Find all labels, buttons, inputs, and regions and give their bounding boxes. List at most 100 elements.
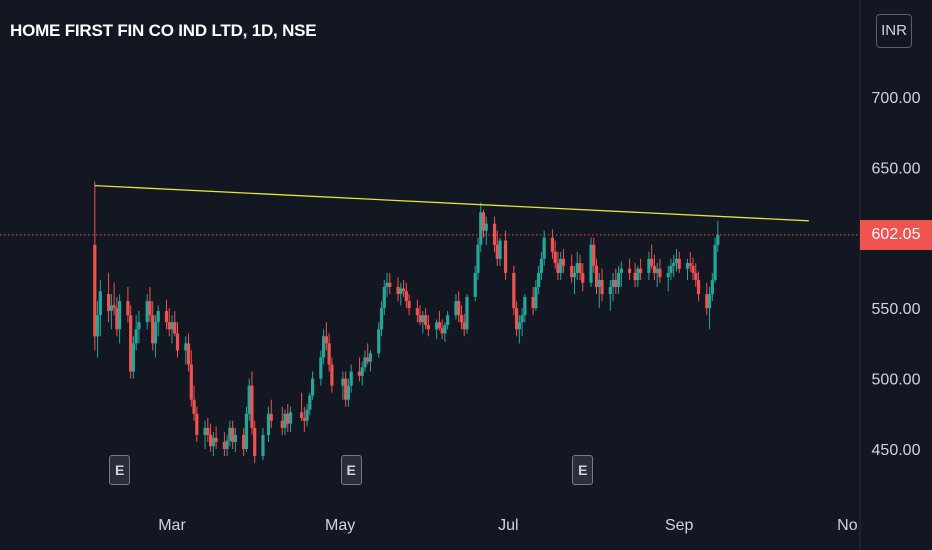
- candle: [222, 432, 226, 457]
- candle: [250, 371, 254, 435]
- earnings-marker[interactable]: E: [572, 455, 594, 485]
- candle: [208, 423, 213, 452]
- candle: [672, 254, 676, 278]
- candle: [589, 237, 593, 288]
- price-tick-label: 450.00: [872, 442, 921, 459]
- candle: [650, 244, 654, 269]
- candle: [95, 301, 100, 358]
- candle: [454, 294, 458, 320]
- candle: [310, 371, 315, 400]
- candle: [145, 294, 149, 330]
- candle: [476, 237, 480, 280]
- candle: [189, 350, 193, 407]
- candle: [341, 371, 345, 400]
- candle: [192, 385, 196, 421]
- time-tick-label: No: [837, 517, 858, 534]
- candle: [611, 272, 615, 302]
- candle: [572, 265, 577, 295]
- time-tick-label: Sep: [665, 517, 694, 534]
- candle: [228, 420, 232, 447]
- candle: [401, 279, 406, 297]
- candle: [134, 315, 138, 351]
- candle: [495, 230, 499, 266]
- candle: [537, 265, 541, 295]
- candle: [424, 308, 428, 330]
- candle: [382, 279, 386, 316]
- candle: [520, 308, 524, 337]
- candle: [357, 357, 362, 382]
- candle: [184, 336, 188, 365]
- candle: [377, 322, 381, 358]
- candle: [570, 254, 574, 283]
- candle: [713, 237, 717, 283]
- candle: [288, 406, 293, 433]
- candle: [556, 251, 560, 280]
- candle: [170, 315, 174, 344]
- candle: [674, 248, 679, 272]
- price-axis[interactable]: 700.00 650.00 550.00 500.00 450.00: [872, 90, 921, 459]
- candle: [694, 263, 698, 288]
- candle: [415, 299, 419, 323]
- candle: [492, 216, 497, 252]
- candle: [628, 258, 632, 280]
- candle: [498, 237, 502, 266]
- candle: [266, 406, 271, 442]
- candle: [360, 361, 364, 386]
- currency-button[interactable]: INR: [876, 14, 912, 48]
- candle: [479, 202, 483, 252]
- candle: [534, 279, 538, 311]
- price-tick-label: 650.00: [872, 160, 921, 177]
- candle: [652, 254, 657, 280]
- time-tick-label: May: [325, 517, 355, 534]
- candle: [658, 258, 662, 283]
- candle: [346, 378, 351, 407]
- candle: [435, 319, 439, 340]
- trendline[interactable]: [94, 184, 809, 222]
- candle: [707, 287, 712, 330]
- candle: [677, 251, 681, 273]
- candle: [462, 313, 466, 337]
- candle: [112, 282, 116, 316]
- earnings-marker[interactable]: E: [340, 455, 362, 485]
- candle: [225, 434, 229, 457]
- candle: [118, 294, 122, 344]
- candle: [280, 406, 284, 435]
- candle: [437, 310, 441, 331]
- candle: [542, 230, 546, 266]
- candle: [688, 251, 692, 272]
- candle: [175, 322, 180, 358]
- candle: [195, 406, 199, 442]
- candle: [443, 322, 447, 342]
- candle: [233, 427, 238, 452]
- price-tick-label: 550.00: [872, 301, 921, 318]
- time-tick-label: Mar: [158, 517, 186, 534]
- last-price-label: 602.05: [860, 220, 932, 250]
- candle: [115, 296, 119, 337]
- symbol-title: HOME FIRST FIN CO IND LTD, 1D, NSE: [10, 21, 317, 40]
- candle: [426, 315, 430, 337]
- candle: [523, 294, 527, 323]
- time-axis[interactable]: Mar May Jul Sep No: [158, 517, 857, 534]
- candle: [242, 427, 246, 457]
- candle: [109, 294, 113, 330]
- candle: [578, 254, 582, 280]
- candle: [164, 299, 169, 330]
- candle: [691, 257, 695, 280]
- candle: [457, 291, 461, 323]
- candle: [385, 272, 389, 297]
- candle: [308, 392, 312, 416]
- candle: [647, 251, 651, 280]
- candle: [322, 329, 326, 365]
- candle: [129, 305, 133, 379]
- candle: [366, 343, 370, 365]
- candle: [669, 258, 673, 280]
- candle: [666, 265, 670, 292]
- candle: [404, 282, 408, 309]
- candle: [388, 272, 392, 295]
- candle: [473, 265, 477, 302]
- candle: [203, 420, 207, 449]
- earnings-marker[interactable]: E: [109, 455, 131, 485]
- candle: [399, 282, 403, 306]
- candle: [407, 294, 411, 316]
